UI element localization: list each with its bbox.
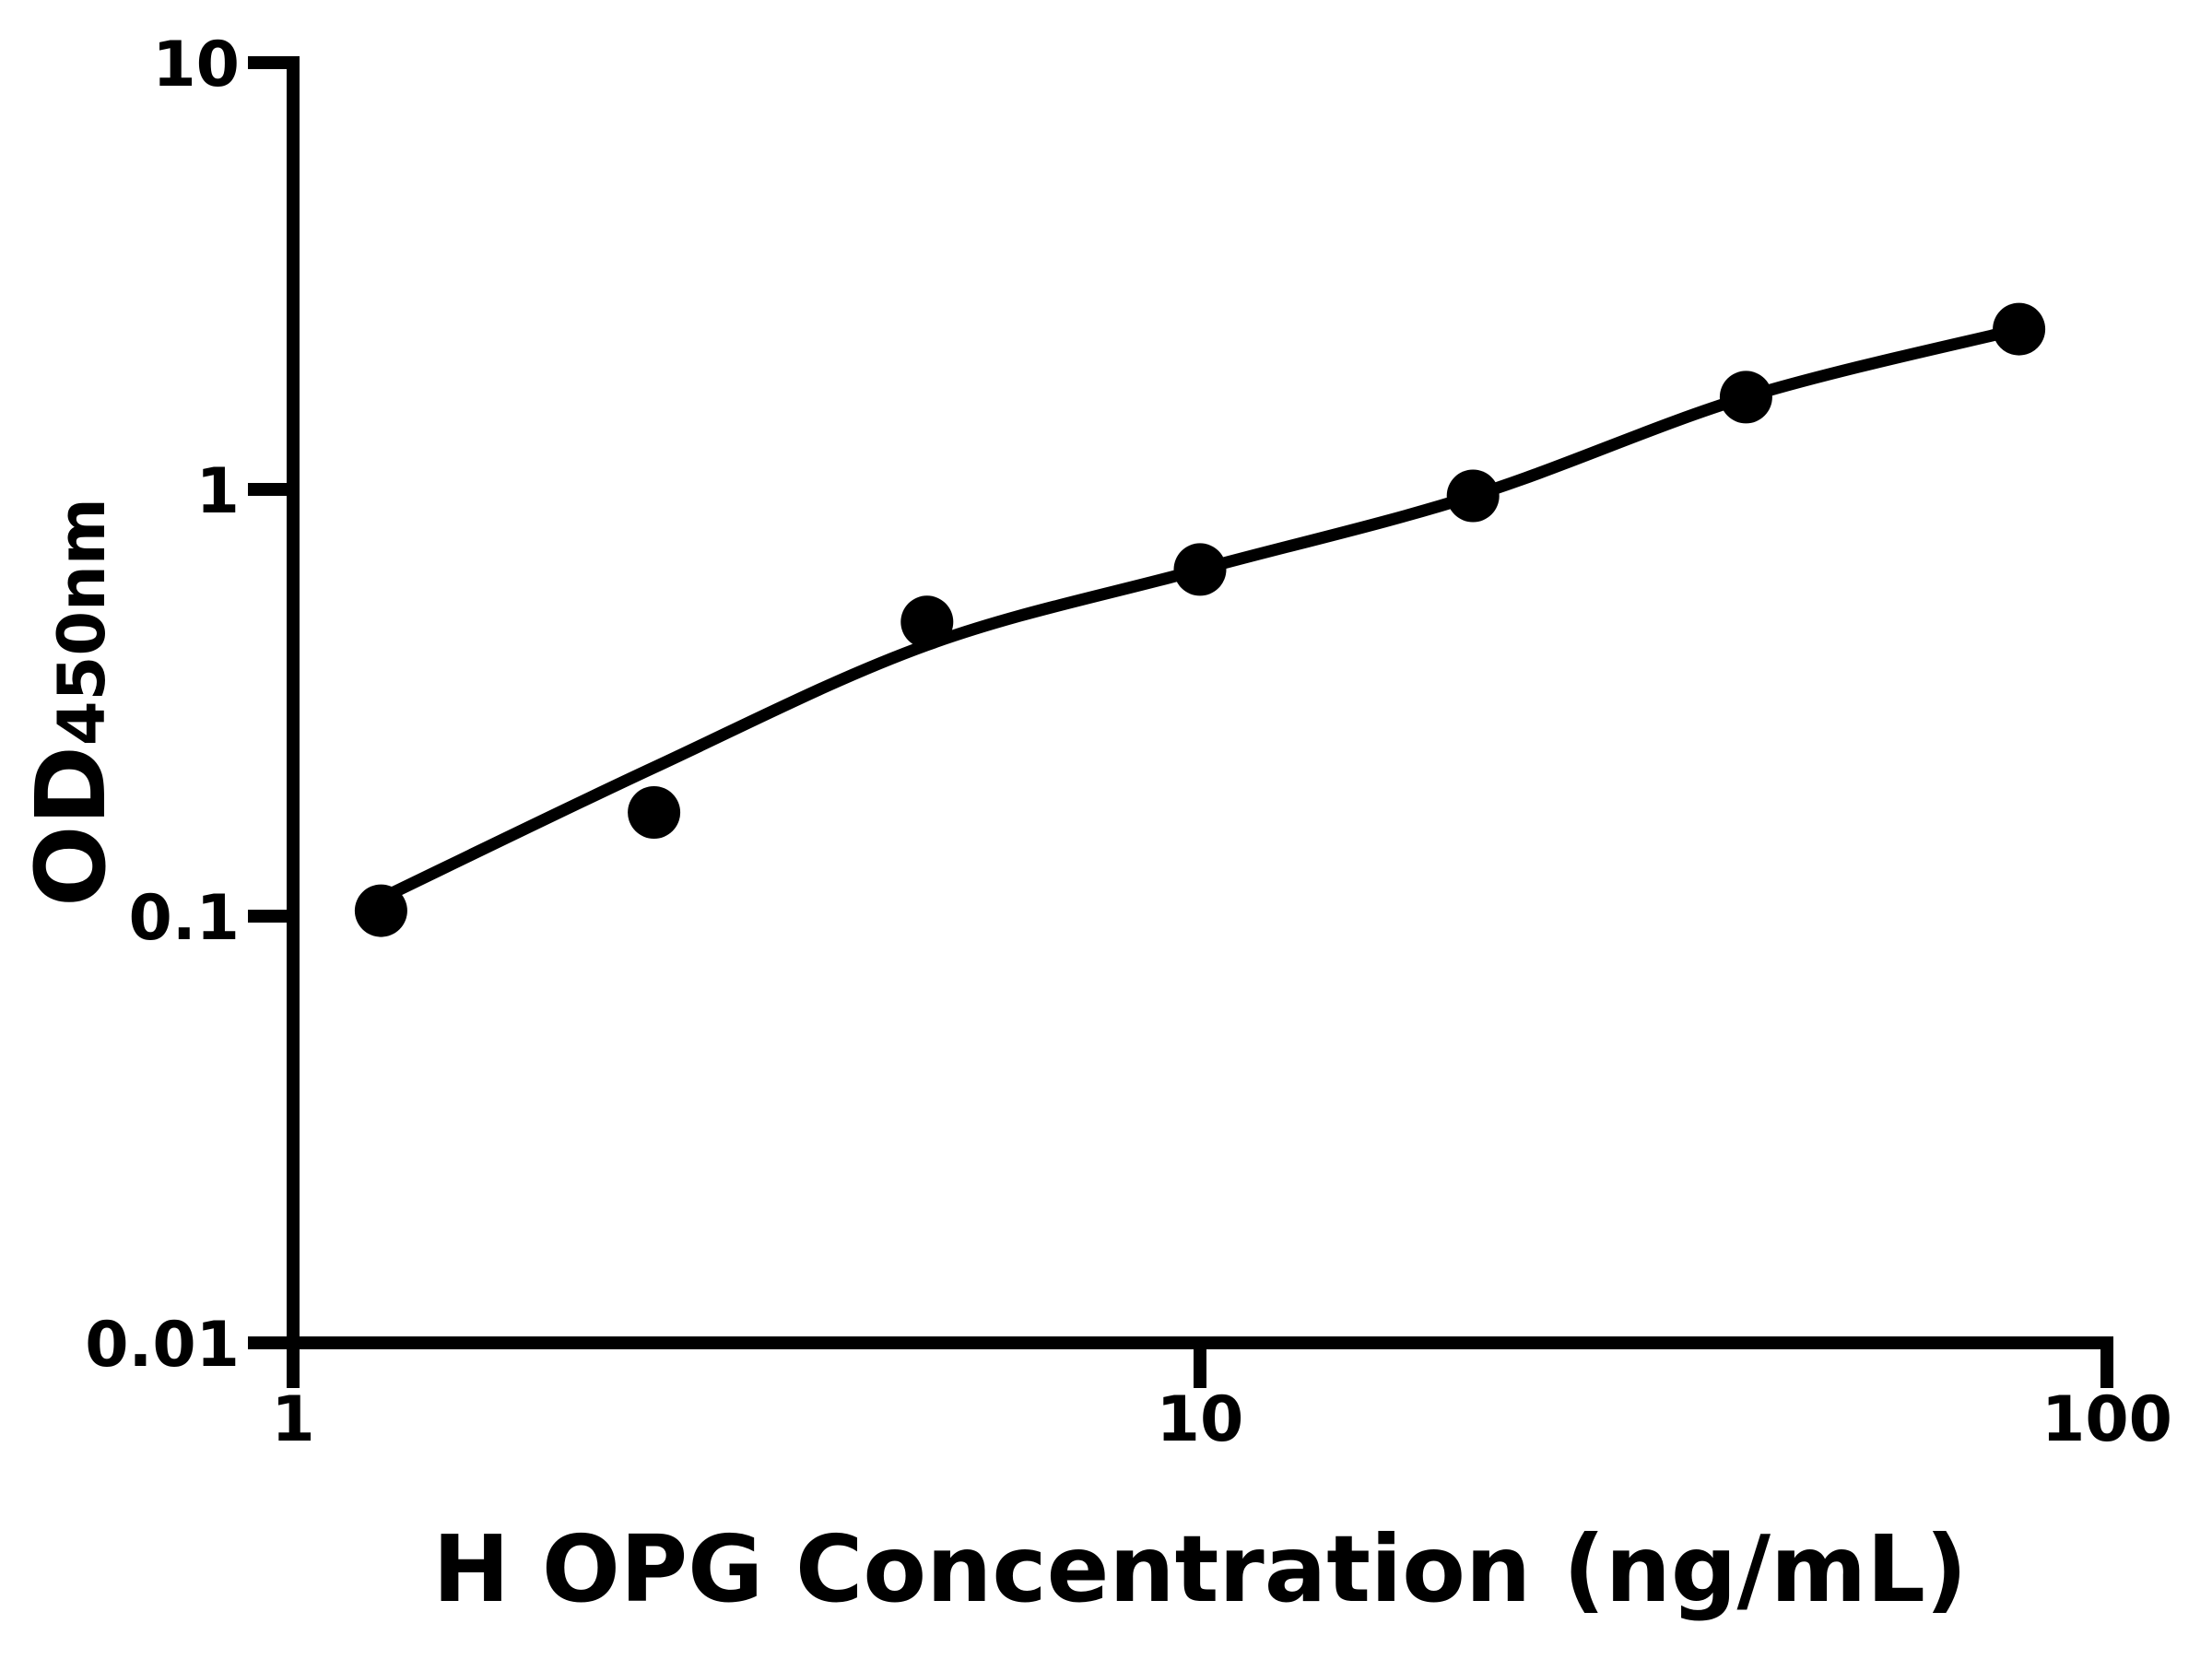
data-point-4 [1446, 469, 1500, 523]
y-tick-label-10: 10 [152, 29, 240, 101]
fit-curve-line [374, 323, 2026, 905]
y-axis-title: OD450nm [15, 498, 127, 907]
data-point-6 [1993, 302, 2046, 356]
data-point-3 [1173, 543, 1227, 596]
y-tick-label-0.01: 0.01 [85, 1309, 240, 1382]
y-axis-title-subscript: 450nm [44, 498, 120, 746]
data-point-5 [1719, 371, 1772, 424]
plot-root: 0.01 0.1 1 10 1 10 100 H OPG Concentration (ng/… [15, 29, 2172, 1623]
data-point-2 [900, 595, 954, 649]
y-tick-label-1: 1 [196, 455, 240, 528]
x-tick-label-1: 1 [271, 1383, 314, 1456]
data-point-1 [628, 786, 681, 839]
x-axis-title: H OPG Concentration (ng/mL) [432, 1515, 1967, 1623]
x-tick-label-10: 10 [1157, 1383, 1244, 1456]
x-tick-label-100: 100 [2041, 1383, 2172, 1456]
y-tick-label-0.1: 0.1 [129, 882, 240, 955]
y-axis-title-prefix: OD [15, 746, 127, 907]
data-point-0 [354, 884, 407, 937]
